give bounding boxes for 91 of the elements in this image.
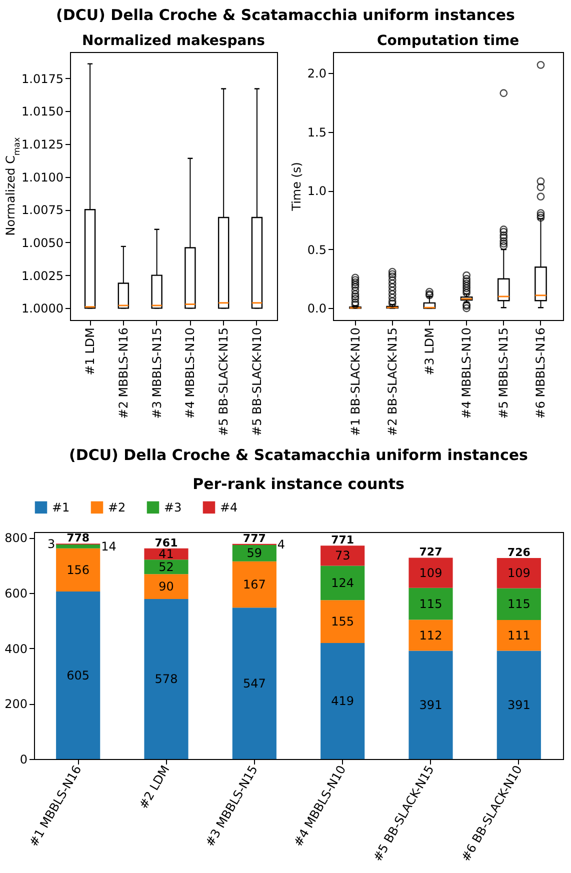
bar	[496, 650, 541, 759]
bar	[408, 588, 453, 620]
y-tick-label: 0.0	[307, 302, 326, 316]
y-tick-label: 400	[4, 642, 28, 656]
y-tick-label: 1.0150	[22, 104, 64, 119]
x-tick-label: #2 MBBLS-N16	[116, 328, 130, 419]
data-label: 419	[331, 694, 354, 708]
data-label: 547	[242, 676, 266, 690]
bar	[56, 592, 100, 759]
x-tick-label: #5 BB-SLACK-N15	[216, 328, 231, 436]
bar	[144, 560, 188, 574]
data-label: 3	[47, 537, 56, 552]
total-label: 777	[242, 532, 266, 545]
data-label: 605	[66, 668, 90, 682]
bar	[320, 566, 365, 600]
data-label: 391	[507, 698, 530, 712]
chart-title: (DCU) Della Croche & Scatamacchia uniform instances	[69, 446, 528, 464]
x-tick-label: #3 LDM	[422, 328, 436, 376]
y-tick-label: 1.0025	[22, 268, 64, 283]
total-label: 761	[154, 536, 178, 550]
data-label: 155	[331, 614, 354, 629]
bar	[408, 620, 453, 651]
bar	[320, 546, 365, 566]
data-label: 115	[507, 597, 530, 612]
y-tick-label: 800	[4, 531, 28, 546]
bar	[496, 588, 541, 620]
y-axis-title: Time (s)	[289, 162, 304, 212]
bar	[56, 544, 100, 548]
x-tick-label: #2 BB-SLACK-N15	[385, 328, 400, 436]
x-tick-label: #5 MBBLS-N15	[496, 328, 511, 419]
bar	[320, 600, 365, 644]
x-tick-label: #4 MBBLS-N10	[460, 328, 474, 419]
data-label: 41	[158, 547, 174, 562]
y-tick-label: 1.5	[307, 125, 326, 140]
legend-label: #3	[164, 500, 182, 514]
x-tick-label: #3 MBBLS-N15	[150, 328, 164, 419]
data-label: 90	[158, 580, 174, 594]
data-label: 112	[419, 628, 442, 642]
x-tick-label: #6 MBBLS-N16	[534, 328, 548, 419]
data-label: 111	[507, 628, 530, 642]
y-tick-label: 1.0100	[22, 170, 64, 184]
total-label: 778	[66, 532, 90, 545]
bar	[496, 620, 541, 651]
chart-title: Computation time	[376, 33, 520, 49]
chart-subtitle: Per-rank instance counts	[192, 475, 404, 493]
chart-title: Normalized makespans	[82, 33, 265, 49]
total-label: 771	[331, 534, 354, 547]
data-label: 109	[419, 566, 442, 580]
bar	[144, 574, 188, 599]
y-tick-label: 2.0	[307, 66, 326, 81]
bar	[144, 598, 188, 759]
data-label: 115	[419, 596, 442, 611]
x-tick-label: #1 LDM	[83, 328, 98, 376]
data-label: 109	[507, 566, 530, 580]
y-tick-label: 200	[4, 697, 28, 712]
x-tick-label: #1 BB-SLACK-N10	[348, 328, 362, 436]
data-label: 167	[242, 577, 266, 592]
legend-label: #1	[52, 500, 70, 514]
bar	[56, 548, 100, 592]
data-label: 124	[331, 576, 354, 590]
y-tick-label: 1.0050	[22, 236, 64, 250]
y-tick-label: 1.0125	[22, 137, 64, 152]
bar	[320, 643, 365, 759]
x-tick-label: #4 MBBLS-N10	[183, 328, 198, 419]
bar	[232, 561, 276, 608]
data-label: 59	[246, 546, 262, 560]
y-tick-label: 1.0175	[22, 72, 64, 86]
x-tick-label: #5 BB-SLACK-N10	[250, 328, 264, 436]
y-tick-label: 0	[20, 752, 28, 766]
text: (DCU) Della Croche & Scatamacchia uniform instances	[55, 5, 516, 26]
legend-label: #2	[108, 500, 126, 514]
y-tick-label: 1.0	[307, 184, 326, 198]
bar	[408, 558, 453, 588]
data-label: 4	[277, 537, 286, 552]
total-label: 727	[419, 546, 442, 559]
bar	[496, 558, 541, 588]
y-tick-label: 1.0000	[22, 302, 64, 316]
legend-label: #4	[220, 500, 238, 514]
data-label: 391	[419, 698, 442, 712]
data-label: 578	[154, 672, 178, 686]
y-tick-label: 1.0075	[22, 203, 64, 218]
y-tick-label: 0.5	[307, 242, 326, 257]
total-label: 726	[507, 546, 531, 560]
bar	[232, 545, 276, 562]
data-label: 73	[334, 548, 350, 563]
data-label: 14	[101, 539, 116, 554]
data-label: 52	[158, 560, 174, 574]
bar	[408, 650, 453, 759]
y-tick-label: 600	[4, 586, 28, 600]
bar	[232, 608, 276, 759]
data-label: 156	[66, 562, 90, 577]
